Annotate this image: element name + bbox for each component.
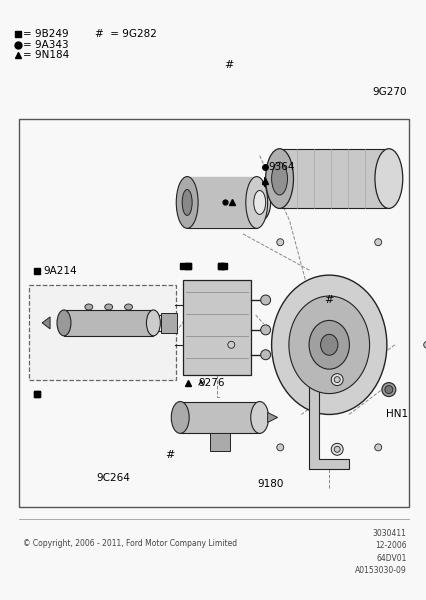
Ellipse shape <box>271 275 386 415</box>
Text: #: # <box>223 60 233 70</box>
Ellipse shape <box>374 149 402 208</box>
Ellipse shape <box>384 386 392 394</box>
Ellipse shape <box>260 350 270 360</box>
Bar <box>161 313 177 333</box>
Text: = 9N184: = 9N184 <box>23 50 69 60</box>
Ellipse shape <box>271 162 287 195</box>
Ellipse shape <box>124 304 132 310</box>
Ellipse shape <box>104 304 112 310</box>
Ellipse shape <box>308 320 348 369</box>
Ellipse shape <box>331 374 343 386</box>
Ellipse shape <box>182 190 192 215</box>
Text: = 9A343: = 9A343 <box>23 40 69 50</box>
Ellipse shape <box>276 444 283 451</box>
Ellipse shape <box>374 444 381 451</box>
Bar <box>187 176 256 229</box>
Text: 9364: 9364 <box>268 161 294 172</box>
Ellipse shape <box>381 383 395 397</box>
Text: #: # <box>324 295 333 305</box>
Ellipse shape <box>334 446 340 452</box>
Ellipse shape <box>176 176 198 229</box>
Text: 9C264: 9C264 <box>97 473 130 483</box>
Text: 9276: 9276 <box>198 377 224 388</box>
Ellipse shape <box>331 443 343 455</box>
Ellipse shape <box>334 377 340 383</box>
Ellipse shape <box>320 334 337 355</box>
Ellipse shape <box>146 310 160 336</box>
Bar <box>180 401 259 433</box>
Ellipse shape <box>171 401 189 433</box>
Text: 9A214: 9A214 <box>43 266 77 276</box>
Ellipse shape <box>250 401 268 433</box>
Text: 9180: 9180 <box>257 479 283 489</box>
Ellipse shape <box>57 310 71 336</box>
Ellipse shape <box>423 341 426 348</box>
Text: 3030411
12-2006
64DV01
A0153030-09: 3030411 12-2006 64DV01 A0153030-09 <box>354 529 406 575</box>
Text: = 9B249: = 9B249 <box>23 29 69 39</box>
Ellipse shape <box>227 341 234 348</box>
Ellipse shape <box>85 304 92 310</box>
Ellipse shape <box>374 239 381 245</box>
Ellipse shape <box>245 176 267 229</box>
Bar <box>19 119 408 507</box>
Bar <box>64 310 153 336</box>
Ellipse shape <box>288 296 369 394</box>
Text: #  = 9G282: # = 9G282 <box>95 29 156 39</box>
Text: 9G270: 9G270 <box>372 87 406 97</box>
Polygon shape <box>309 360 348 469</box>
Bar <box>29 285 176 380</box>
Bar <box>183 280 250 374</box>
Ellipse shape <box>248 184 270 221</box>
Ellipse shape <box>260 325 270 335</box>
Ellipse shape <box>276 239 283 245</box>
Ellipse shape <box>260 295 270 305</box>
Bar <box>279 149 388 208</box>
Text: © Copyright, 2006 - 2011, Ford Motor Company Limited: © Copyright, 2006 - 2011, Ford Motor Com… <box>23 539 237 548</box>
Text: HN1: HN1 <box>385 409 407 419</box>
Polygon shape <box>267 412 277 422</box>
Bar <box>210 433 229 451</box>
Ellipse shape <box>253 191 265 214</box>
Text: #: # <box>165 450 175 460</box>
Polygon shape <box>42 317 50 329</box>
Ellipse shape <box>265 149 293 208</box>
